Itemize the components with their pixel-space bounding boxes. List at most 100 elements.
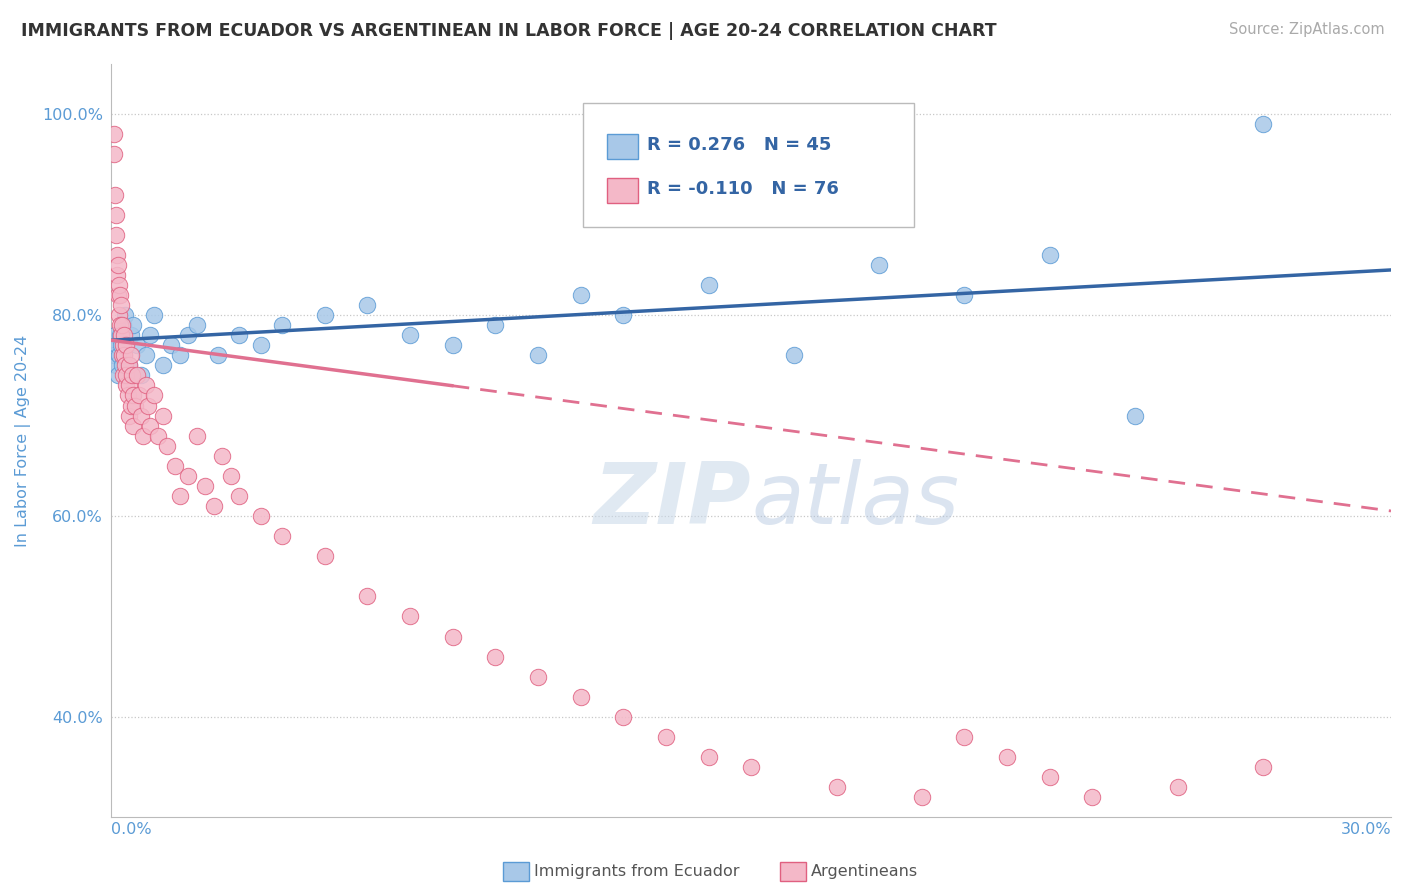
Point: [135, 378, 157, 392]
Point: [169, 489, 191, 503]
Point: [114, 308, 136, 322]
Point: [249, 508, 271, 523]
Point: [399, 609, 422, 624]
Point: [143, 308, 166, 322]
Text: Source: ZipAtlas.com: Source: ZipAtlas.com: [1229, 22, 1385, 37]
Point: [111, 318, 134, 333]
Point: [111, 359, 134, 373]
Point: [139, 418, 162, 433]
Point: [128, 388, 150, 402]
Point: [115, 338, 138, 352]
Point: [129, 368, 152, 383]
Point: [120, 399, 142, 413]
Point: [105, 338, 128, 352]
Point: [117, 359, 139, 373]
Point: [356, 590, 378, 604]
Point: [527, 348, 550, 362]
Point: [148, 428, 170, 442]
Point: [110, 328, 132, 343]
Point: [868, 258, 890, 272]
Text: Immigrants from Ecuador: Immigrants from Ecuador: [534, 864, 740, 879]
Point: [115, 338, 138, 352]
Point: [117, 388, 139, 402]
Point: [228, 489, 250, 503]
Point: [484, 649, 506, 664]
Text: IMMIGRANTS FROM ECUADOR VS ARGENTINEAN IN LABOR FORCE | AGE 20-24 CORRELATION CH: IMMIGRANTS FROM ECUADOR VS ARGENTINEAN I…: [21, 22, 997, 40]
Point: [103, 147, 125, 161]
Point: [740, 760, 762, 774]
Point: [112, 348, 135, 362]
Point: [103, 128, 125, 142]
Point: [118, 378, 141, 392]
Text: ZIP: ZIP: [593, 459, 751, 542]
Point: [165, 458, 187, 473]
Text: R = -0.110   N = 76: R = -0.110 N = 76: [647, 180, 838, 198]
Text: R = 0.276   N = 45: R = 0.276 N = 45: [647, 136, 831, 153]
Point: [249, 338, 271, 352]
Point: [108, 348, 131, 362]
Point: [228, 328, 250, 343]
Point: [114, 378, 136, 392]
Point: [186, 428, 208, 442]
Point: [121, 368, 143, 383]
Point: [1167, 780, 1189, 794]
Point: [1251, 760, 1274, 774]
Point: [783, 348, 806, 362]
Point: [399, 328, 422, 343]
Point: [194, 479, 217, 493]
Point: [124, 399, 146, 413]
Point: [995, 750, 1018, 764]
Point: [143, 388, 166, 402]
Text: 0.0%: 0.0%: [111, 822, 152, 838]
Point: [186, 318, 208, 333]
Point: [219, 468, 242, 483]
Point: [125, 368, 148, 383]
Point: [356, 298, 378, 312]
Point: [441, 338, 464, 352]
Point: [1251, 117, 1274, 131]
Point: [111, 338, 134, 352]
Point: [105, 248, 128, 262]
Point: [105, 268, 128, 282]
Point: [655, 730, 678, 744]
Point: [120, 348, 142, 362]
Point: [107, 278, 129, 293]
Text: Argentineans: Argentineans: [811, 864, 918, 879]
Point: [825, 780, 848, 794]
Point: [911, 790, 934, 805]
Point: [527, 670, 550, 684]
Point: [121, 388, 143, 402]
Text: atlas: atlas: [751, 459, 959, 542]
Point: [697, 750, 720, 764]
Point: [112, 348, 135, 362]
Point: [125, 338, 148, 352]
Point: [953, 288, 976, 302]
Point: [169, 348, 191, 362]
Point: [1081, 790, 1104, 805]
Point: [152, 359, 174, 373]
Point: [152, 409, 174, 423]
Point: [202, 499, 225, 513]
Point: [104, 328, 127, 343]
Point: [697, 278, 720, 293]
Point: [177, 328, 200, 343]
Point: [110, 338, 132, 352]
Point: [110, 298, 132, 312]
Point: [107, 288, 129, 302]
Point: [271, 318, 294, 333]
Point: [953, 730, 976, 744]
Point: [132, 428, 155, 442]
Point: [129, 409, 152, 423]
Point: [104, 187, 127, 202]
Point: [211, 449, 233, 463]
Point: [108, 308, 131, 322]
Point: [104, 227, 127, 242]
Point: [156, 439, 179, 453]
Point: [117, 359, 139, 373]
Point: [139, 328, 162, 343]
Point: [104, 359, 127, 373]
Text: 30.0%: 30.0%: [1340, 822, 1391, 838]
Point: [112, 368, 135, 383]
Point: [108, 328, 131, 343]
Point: [569, 690, 592, 704]
